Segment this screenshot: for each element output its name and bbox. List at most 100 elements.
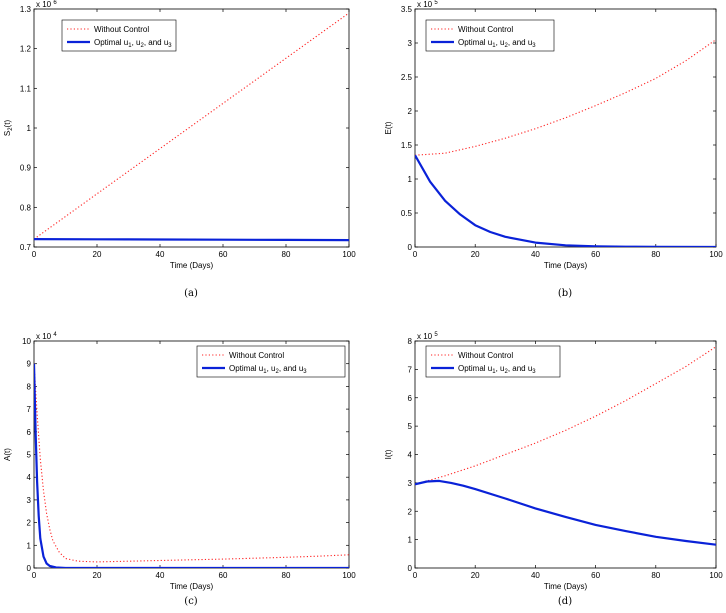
- x-tick-label: 60: [219, 250, 228, 259]
- y-tick-label: 0.5: [401, 209, 413, 218]
- y-tick-label: 0: [408, 243, 413, 252]
- y-exponent-label: x 10 6: [36, 0, 57, 9]
- x-tick-label: 80: [282, 571, 291, 580]
- legend-label-optimal: Optimal u1, u2, and u3: [458, 38, 536, 49]
- legend-label-without: Without Control: [94, 25, 149, 34]
- y-tick-label: 6: [408, 394, 413, 403]
- y-tick-label: 4: [27, 473, 32, 482]
- y-exponent-label: x 10 5: [417, 332, 438, 341]
- series-optimal-control: [415, 479, 716, 546]
- legend-label-without: Without Control: [229, 351, 284, 360]
- legend: Without Control Optimal u1, u2, and u3: [425, 19, 555, 52]
- panel-caption: (d): [558, 596, 572, 607]
- series-optimal-control: [415, 154, 716, 247]
- y-exponent-label: x 10 5: [417, 0, 438, 9]
- legend-label-optimal: Optimal u1, u2, and u3: [94, 38, 172, 49]
- y-tick-label: 3: [408, 479, 413, 488]
- y-tick-label: 6: [27, 428, 32, 437]
- x-tick-label: 20: [93, 571, 102, 580]
- x-tick-label: 0: [413, 571, 418, 580]
- y-tick-label: 2: [408, 507, 413, 516]
- x-tick-label: 80: [282, 250, 291, 259]
- x-tick-label: 0: [32, 571, 37, 580]
- legend-box: [425, 345, 561, 378]
- y-tick-label: 1.5: [401, 141, 413, 150]
- x-tick-label: 20: [93, 250, 102, 259]
- x-tick-label: 40: [531, 250, 540, 259]
- chart-panel-d: 0 20 40 60 80 100 0 1 2 3 4 5 6 7 8 x 10 5 Time (Days) I(…: [384, 332, 723, 607]
- x-tick-label: 80: [651, 250, 660, 259]
- x-tick-label: 100: [342, 250, 356, 259]
- y-tick-label: 1.1: [20, 84, 32, 93]
- y-tick-label: 7: [27, 405, 32, 414]
- x-tick-label: 20: [471, 250, 480, 259]
- x-tick-label: 100: [709, 250, 723, 259]
- legend-label-without: Without Control: [458, 25, 513, 34]
- legend-label-without: Without Control: [458, 351, 513, 360]
- y-tick-label: 1.2: [20, 45, 32, 54]
- axes-box: [414, 8, 717, 248]
- legend-box: [196, 345, 346, 378]
- series-without-control: [415, 39, 716, 156]
- x-tick-label: 60: [591, 250, 600, 259]
- panel-caption: (c): [184, 596, 198, 607]
- y-tick-label: 0.8: [20, 203, 32, 212]
- x-axis-label: Time (Days): [170, 582, 214, 591]
- y-exponent-label: x 10 4: [36, 332, 57, 341]
- y-tick-label: 4: [408, 451, 413, 460]
- y-tick-label: 2.5: [401, 73, 413, 82]
- legend: Without Control Optimal u1, u2, and u3: [61, 19, 177, 52]
- y-tick-label: 1: [27, 541, 32, 550]
- y-tick-label: 7: [408, 365, 413, 374]
- legend-label-optimal: Optimal u1, u2, and u3: [229, 364, 307, 375]
- y-axis-label: S2(t): [3, 120, 14, 137]
- chart-panel-a: 0 20 40 60 80 100 0.7 0.8 0.9 1 1.1 1.2 1.3 x 10 6 Tim…: [3, 0, 356, 299]
- y-tick-label: 1: [408, 175, 413, 184]
- legend: Without Control Optimal u1, u2, and u3: [196, 345, 346, 378]
- y-tick-label: 9: [27, 360, 32, 369]
- x-tick-label: 40: [531, 571, 540, 580]
- y-tick-label: 2: [27, 519, 32, 528]
- x-tick-label: 20: [471, 571, 480, 580]
- chart-panel-b: 0 20 40 60 80 100 0 0.5 1 1.5 2 2.5 3 3.5 x 10 5 Time (…: [384, 0, 723, 299]
- panel-caption: (b): [558, 288, 572, 299]
- y-tick-label: 1.3: [20, 5, 32, 14]
- y-tick-label: 3: [408, 39, 413, 48]
- y-axis-label: A(t): [3, 448, 12, 461]
- y-tick-label: 1: [27, 124, 32, 133]
- y-tick-label: 0.7: [20, 243, 32, 252]
- y-tick-label: 0: [408, 564, 413, 573]
- panel-caption: (a): [184, 288, 198, 299]
- x-tick-label: 0: [413, 250, 418, 259]
- y-tick-label: 5: [27, 451, 32, 460]
- y-axis-label: I(t): [384, 449, 393, 459]
- legend: Without Control Optimal u1, u2, and u3: [425, 345, 561, 378]
- series-without-control: [34, 363, 349, 563]
- y-tick-label: 2: [408, 107, 413, 116]
- x-tick-label: 40: [156, 250, 165, 259]
- y-tick-label: 3.5: [401, 5, 413, 14]
- x-tick-label: 60: [591, 571, 600, 580]
- y-tick-label: 8: [27, 382, 32, 391]
- x-tick-label: 0: [32, 250, 37, 259]
- y-tick-label: 3: [27, 496, 32, 505]
- x-axis-label: Time (Days): [544, 582, 588, 591]
- y-axis-label: E(t): [384, 121, 393, 134]
- x-axis-label: Time (Days): [544, 261, 588, 270]
- series-without-control: [415, 346, 716, 485]
- legend-box: [425, 19, 555, 52]
- y-tick-label: 1: [408, 536, 413, 545]
- x-tick-label: 60: [219, 571, 228, 580]
- series-optimal-control: [34, 363, 349, 568]
- legend-label-optimal: Optimal u1, u2, and u3: [458, 364, 536, 375]
- x-tick-label: 40: [156, 571, 165, 580]
- y-tick-label: 8: [408, 337, 413, 346]
- chart-panel-c: 0 20 40 60 80 100 0 1 2 3 4 5 6 7 8 9 10 x 10 4 Time (Days…: [3, 332, 356, 607]
- legend-box: [61, 19, 177, 52]
- x-tick-label: 100: [342, 571, 356, 580]
- series-without-control: [34, 12, 349, 240]
- y-tick-label: 0: [27, 564, 32, 573]
- x-axis-label: Time (Days): [170, 261, 214, 270]
- x-tick-label: 80: [651, 571, 660, 580]
